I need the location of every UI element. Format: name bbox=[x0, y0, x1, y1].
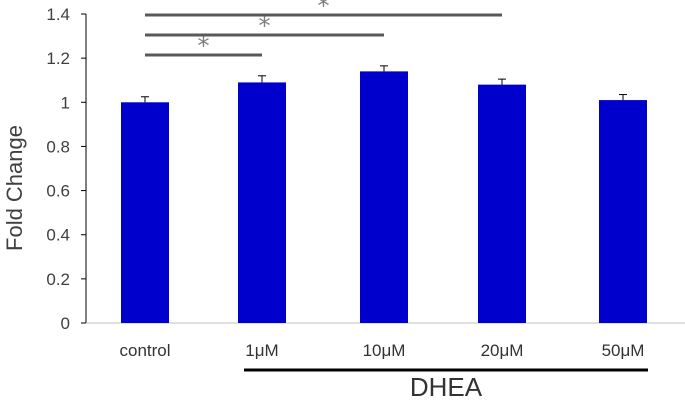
y-axis-ticks: 0 0.2 0.4 0.6 0.8 1 1.2 1.4 bbox=[46, 5, 86, 333]
group-label: DHEA bbox=[410, 372, 483, 400]
y-tick-label-1: 0.2 bbox=[46, 270, 70, 289]
significance-star-0: * bbox=[198, 32, 210, 60]
category-label-3: 20μM bbox=[481, 341, 524, 360]
bars bbox=[121, 71, 647, 324]
y-tick-label-6: 1.2 bbox=[46, 49, 70, 68]
significance-star-1: * bbox=[259, 12, 271, 40]
category-label-0: control bbox=[119, 341, 170, 360]
bar-3 bbox=[478, 84, 526, 323]
y-tick-label-0: 0 bbox=[61, 314, 70, 333]
significance-star-2: * bbox=[318, 0, 330, 20]
category-label-1: 1μM bbox=[245, 341, 278, 360]
category-label-4: 50μM bbox=[602, 341, 645, 360]
y-axis-label: Fold Change bbox=[2, 125, 27, 251]
y-tick-label-2: 0.4 bbox=[46, 226, 70, 245]
y-tick-label-5: 1 bbox=[61, 93, 70, 112]
bar-4 bbox=[599, 100, 647, 323]
x-axis-categories: control 1μM 10μM 20μM 50μM bbox=[119, 341, 644, 360]
error-bars bbox=[141, 65, 627, 103]
bar-1 bbox=[238, 82, 286, 324]
y-tick-label-4: 0.8 bbox=[46, 137, 70, 156]
y-tick-label-7: 1.4 bbox=[46, 5, 70, 24]
category-label-2: 10μM bbox=[363, 341, 406, 360]
significance-brackets: * * * bbox=[145, 0, 502, 60]
y-tick-label-3: 0.6 bbox=[46, 182, 70, 201]
bar-2 bbox=[360, 71, 408, 323]
bar-0 bbox=[121, 102, 169, 324]
